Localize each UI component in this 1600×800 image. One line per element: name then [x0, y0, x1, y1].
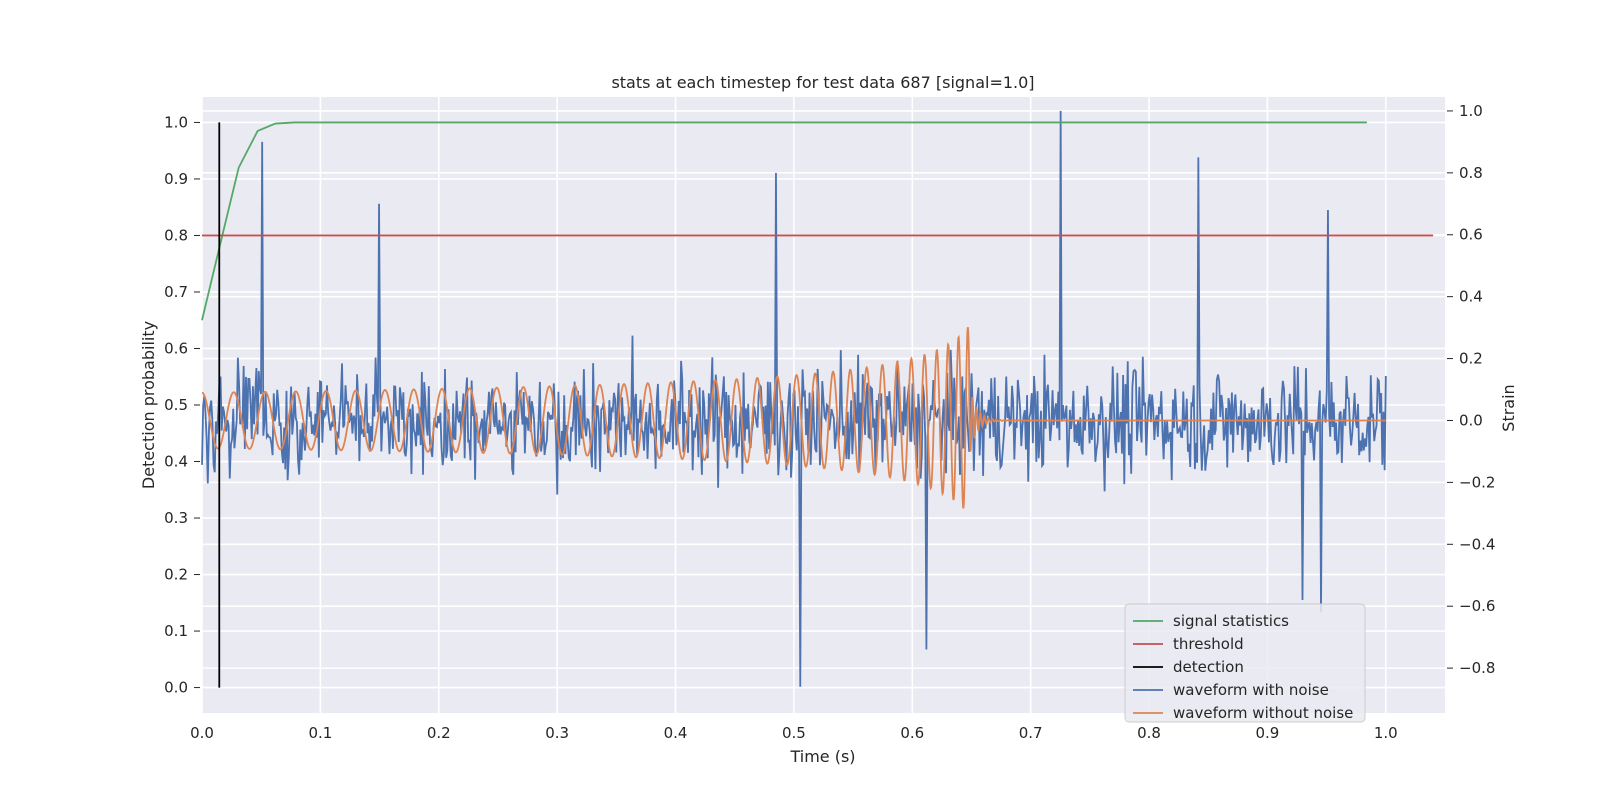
y-tick-label: 0.3	[164, 509, 188, 527]
legend-label: waveform with noise	[1173, 681, 1329, 699]
y2-axis-label: Strain	[1499, 384, 1518, 431]
y2-tick-label: −0.2	[1459, 473, 1495, 491]
x-axis-label: Time (s)	[789, 747, 855, 766]
y2-tick-label: 0.8	[1459, 164, 1483, 182]
y-tick-label: 0.4	[164, 453, 188, 471]
legend: signal statistics threshold detection wavef…	[1124, 603, 1366, 723]
y2-tick-label: −0.6	[1459, 597, 1495, 615]
y-tick-label: 0.7	[164, 283, 188, 301]
y2-tick-label: 0.4	[1459, 288, 1483, 306]
x-tick-label: 0.7	[1019, 724, 1043, 742]
y2-tick-label: 0.0	[1459, 411, 1483, 429]
x-tick-label: 0.2	[427, 724, 451, 742]
x-tick-label: 0.4	[664, 724, 688, 742]
x-tick-label: 0.8	[1137, 724, 1161, 742]
x-tick-label: 0.6	[900, 724, 924, 742]
legend-label: detection	[1173, 658, 1244, 676]
legend-label: signal statistics	[1173, 612, 1289, 630]
y-tick-label: 0.0	[164, 679, 188, 697]
y-tick-label: 0.2	[164, 566, 188, 584]
x-tick-label: 0.9	[1255, 724, 1279, 742]
y2-tick-label: 1.0	[1459, 102, 1483, 120]
series-signal-statistics	[201, 121, 1367, 321]
plot-area	[201, 110, 1434, 688]
y-axis-left: 0.0 0.1 0.2 0.3 0.4 0.5 0.6 0.7 0.8 0.9 1.0	[164, 113, 200, 697]
x-tick-label: 0.5	[782, 724, 806, 742]
y-tick-label: 0.1	[164, 622, 188, 640]
y-tick-label: 0.5	[164, 396, 188, 414]
y2-tick-label: 0.6	[1459, 226, 1483, 244]
y-tick-label: 0.9	[164, 170, 188, 188]
legend-box	[1124, 603, 1366, 723]
y2-tick-label: −0.4	[1459, 535, 1495, 553]
y-axis-right: −0.8 −0.6 −0.4 −0.2 0.0 0.2 0.4 0.6 0.8 1.0	[1447, 102, 1495, 677]
y-tick-label: 0.6	[164, 339, 188, 357]
series-waveform-without-noise	[201, 327, 1386, 509]
y-axis-label: Detection probability	[139, 321, 158, 489]
legend-label: waveform without noise	[1173, 704, 1353, 722]
y-tick-label: 0.8	[164, 226, 188, 244]
chart-title: stats at each timestep for test data 687…	[611, 73, 1034, 92]
x-tick-label: 1.0	[1374, 724, 1398, 742]
legend-label: threshold	[1173, 635, 1244, 653]
y-tick-label: 1.0	[164, 113, 188, 131]
y2-tick-label: 0.2	[1459, 350, 1483, 368]
x-tick-label: 0.0	[190, 724, 214, 742]
x-axis: 0.0 0.1 0.2 0.3 0.4 0.5 0.6 0.7 0.8 0.9 1.0	[190, 724, 1398, 742]
y2-tick-label: −0.8	[1459, 659, 1495, 677]
x-tick-label: 0.3	[545, 724, 569, 742]
x-tick-label: 0.1	[308, 724, 332, 742]
